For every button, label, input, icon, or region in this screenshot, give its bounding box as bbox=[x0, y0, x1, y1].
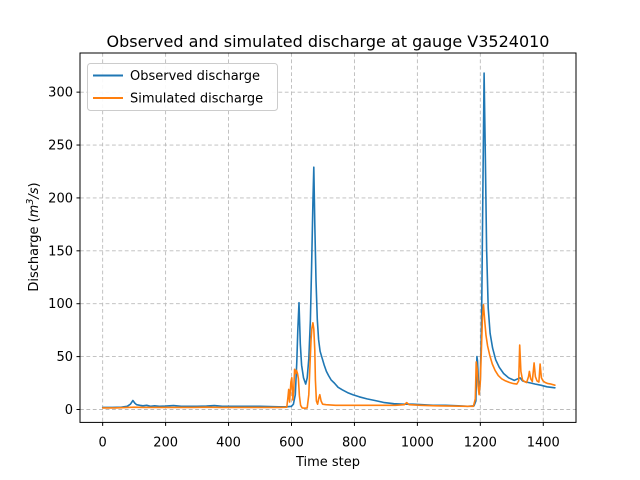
x-tick-label: 400 bbox=[216, 435, 241, 450]
x-tick-label: 600 bbox=[279, 435, 304, 450]
y-axis-label: Discharge (m3/s) bbox=[25, 182, 42, 291]
x-tick-label: 1000 bbox=[401, 435, 434, 450]
x-tick-label: 0 bbox=[99, 435, 107, 450]
observed-discharge-line bbox=[101, 72, 556, 409]
legend-simulated-label: Simulated discharge bbox=[130, 92, 263, 107]
x-tick-label: 1400 bbox=[527, 435, 560, 450]
y-tick-label: 100 bbox=[48, 297, 73, 312]
simulated-discharge-line bbox=[101, 303, 556, 410]
x-tick-label: 1200 bbox=[464, 435, 497, 450]
legend-observed-label: Observed discharge bbox=[130, 69, 260, 84]
x-tick-label: 200 bbox=[153, 435, 178, 450]
legend-frame bbox=[87, 63, 278, 111]
y-tick-label: 200 bbox=[48, 191, 73, 206]
chart-title: Observed and simulated discharge at gaug… bbox=[107, 32, 550, 51]
y-tick-label: 0 bbox=[65, 403, 73, 418]
y-tick-label: 250 bbox=[48, 139, 73, 154]
y-tick-label: 150 bbox=[48, 244, 73, 259]
x-axis-label: Time step bbox=[295, 455, 360, 470]
axes-spines bbox=[79, 52, 577, 423]
y-tick-label: 50 bbox=[56, 350, 73, 365]
x-tick-label: 800 bbox=[342, 435, 367, 450]
y-tick-label: 300 bbox=[48, 86, 73, 101]
axis-ticks: 0 200 400 600 800 1000 1200 1400 0 50 100 150 200 250… bbox=[48, 86, 560, 451]
legend: Observed discharge Simulated discharge bbox=[87, 63, 278, 111]
